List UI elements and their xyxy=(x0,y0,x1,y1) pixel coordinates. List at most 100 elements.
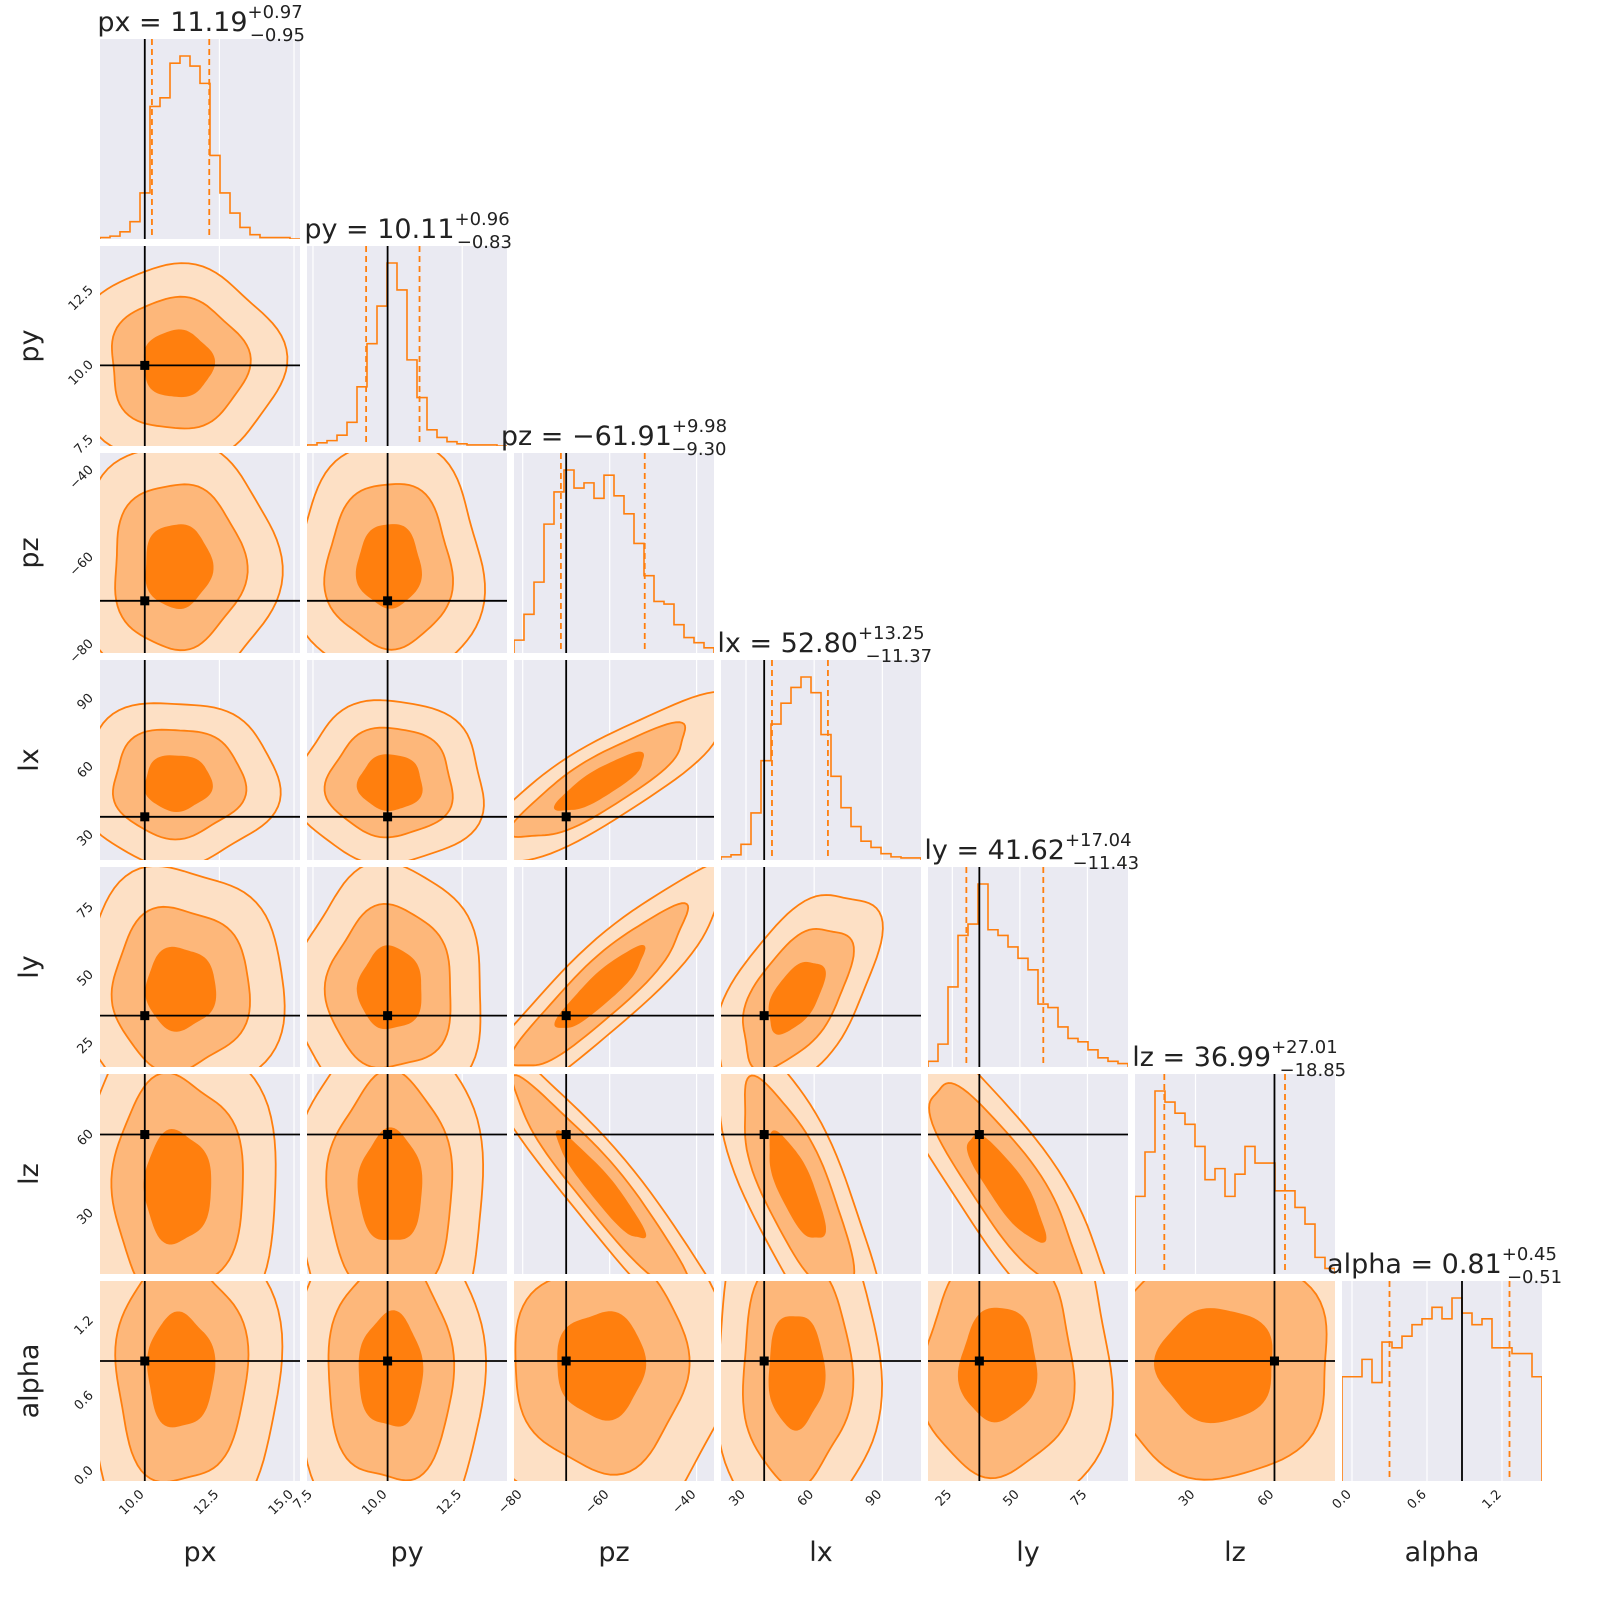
contour-level-3 xyxy=(555,1130,647,1239)
x-tick-label: 1.2 xyxy=(1480,1487,1505,1512)
contour-level-3 xyxy=(554,945,646,1028)
contours-py-px xyxy=(100,246,300,446)
histogram-step-px xyxy=(100,55,300,239)
contours-lz-ly xyxy=(928,1074,1128,1274)
panel-subtitle-py: −0.83 xyxy=(457,232,512,253)
y-tick-label: 50 xyxy=(75,967,97,989)
panel-py-px xyxy=(100,246,300,446)
x-axis-label-px: px xyxy=(183,1537,216,1568)
x-tick-label: 75 xyxy=(1068,1487,1090,1509)
y-tick-label: 0.6 xyxy=(72,1388,97,1413)
y-tick-label: 10.0 xyxy=(66,358,97,389)
panel-subtitle-pz: −9.30 xyxy=(671,439,726,460)
histogram-step-lx xyxy=(721,676,921,860)
panel-alpha-lz xyxy=(1135,1281,1335,1481)
panel-lz-ly xyxy=(928,1074,1128,1274)
contours-alpha-py xyxy=(307,1281,507,1481)
truth-marker xyxy=(140,1130,150,1140)
histogram-step-alpha xyxy=(1342,1297,1542,1481)
x-tick-label: −40 xyxy=(669,1487,699,1517)
panel-pz-py xyxy=(307,453,507,653)
histogram-py xyxy=(307,246,507,446)
truth-marker xyxy=(383,1011,393,1021)
y-tick-label: 75 xyxy=(75,900,97,922)
truth-marker xyxy=(759,1130,769,1140)
histogram-pz xyxy=(514,453,714,653)
truth-marker xyxy=(561,812,571,822)
panel-pz-pz xyxy=(514,453,714,653)
x-axis-label-lx: lx xyxy=(809,1537,833,1568)
panel-title-pz: pz = −61.91+9.98 xyxy=(501,416,727,452)
y-tick-label: 60 xyxy=(75,759,97,781)
contour-level-3 xyxy=(1153,1308,1273,1424)
panel-title-ly: ly = 41.62+17.04 xyxy=(924,830,1131,866)
x-tick-label: 10.0 xyxy=(359,1487,390,1518)
contours-alpha-ly xyxy=(928,1281,1128,1481)
y-tick-label: 7.5 xyxy=(72,432,97,457)
y-axis-label-alpha: alpha xyxy=(14,1344,45,1419)
truth-marker xyxy=(140,1356,150,1366)
x-tick-label: −60 xyxy=(582,1487,612,1517)
panel-subtitle-ly: −11.43 xyxy=(1073,853,1140,874)
y-tick-label: 12.5 xyxy=(66,283,97,314)
contour-level-3 xyxy=(358,1310,424,1427)
panel-lz-pz xyxy=(514,1074,714,1274)
panel-title-lx: lx = 52.80+13.25 xyxy=(717,623,924,659)
x-tick-label: 12.5 xyxy=(434,1487,465,1518)
panel-subtitle-px: −0.95 xyxy=(250,25,305,46)
histogram-px xyxy=(100,39,300,239)
contour-level-3 xyxy=(145,946,217,1032)
contours-alpha-pz xyxy=(514,1281,714,1481)
panel-title-alpha: alpha = 0.81+0.45 xyxy=(1327,1244,1557,1280)
contours-lx-py xyxy=(307,660,507,860)
panel-ly-ly xyxy=(928,867,1128,1067)
panel-subtitle-alpha: −0.51 xyxy=(1507,1267,1562,1288)
histogram-lz xyxy=(1135,1074,1335,1274)
y-axis-label-lz: lz xyxy=(14,1163,45,1185)
contours-lz-py xyxy=(307,1074,507,1274)
truth-marker xyxy=(759,1011,769,1021)
y-axis-label-lx: lx xyxy=(14,748,45,772)
truth-marker xyxy=(561,1011,571,1021)
contours-alpha-lz xyxy=(1135,1281,1335,1481)
x-tick-label: 7.5 xyxy=(291,1487,316,1512)
x-tick-label: 25 xyxy=(933,1487,955,1509)
x-axis-label-pz: pz xyxy=(598,1537,629,1568)
x-tick-label: 10.0 xyxy=(117,1487,148,1518)
y-tick-label: 90 xyxy=(75,691,97,713)
panel-lz-py xyxy=(307,1074,507,1274)
contour-level-3 xyxy=(553,751,645,811)
histogram-alpha xyxy=(1342,1281,1542,1481)
contours-lz-px xyxy=(100,1074,300,1274)
panel-py-py xyxy=(307,246,507,446)
contour-level-3 xyxy=(356,945,422,1030)
contour-level-3 xyxy=(557,1311,647,1421)
panel-alpha-pz xyxy=(514,1281,714,1481)
panel-alpha-px xyxy=(100,1281,300,1481)
contour-level-3 xyxy=(966,1134,1047,1243)
contours-ly-pz xyxy=(514,867,714,1067)
contours-lx-pz xyxy=(514,660,714,860)
y-tick-label: 60 xyxy=(75,1127,97,1149)
histogram-step-py xyxy=(307,262,507,446)
x-axis-label-py: py xyxy=(390,1537,423,1568)
contour-level-3 xyxy=(957,1307,1038,1423)
y-tick-label: 30 xyxy=(75,1206,97,1228)
truth-marker xyxy=(383,1356,393,1366)
panel-alpha-ly xyxy=(928,1281,1128,1481)
truth-marker xyxy=(140,596,150,606)
y-tick-label: 1.2 xyxy=(72,1313,97,1338)
x-tick-label: 12.5 xyxy=(191,1487,222,1518)
truth-marker xyxy=(140,360,150,370)
contour-level-3 xyxy=(357,1127,423,1240)
panel-lx-px xyxy=(100,660,300,860)
contour-level-3 xyxy=(356,754,423,811)
truth-marker xyxy=(140,1011,150,1021)
panel-lz-lx xyxy=(721,1074,921,1274)
truth-marker xyxy=(383,596,393,606)
histogram-step-pz xyxy=(514,469,714,653)
y-axis-label-ly: ly xyxy=(14,955,45,979)
contours-pz-px xyxy=(100,453,300,653)
histogram-lx xyxy=(721,660,921,860)
panel-pz-px xyxy=(100,453,300,653)
